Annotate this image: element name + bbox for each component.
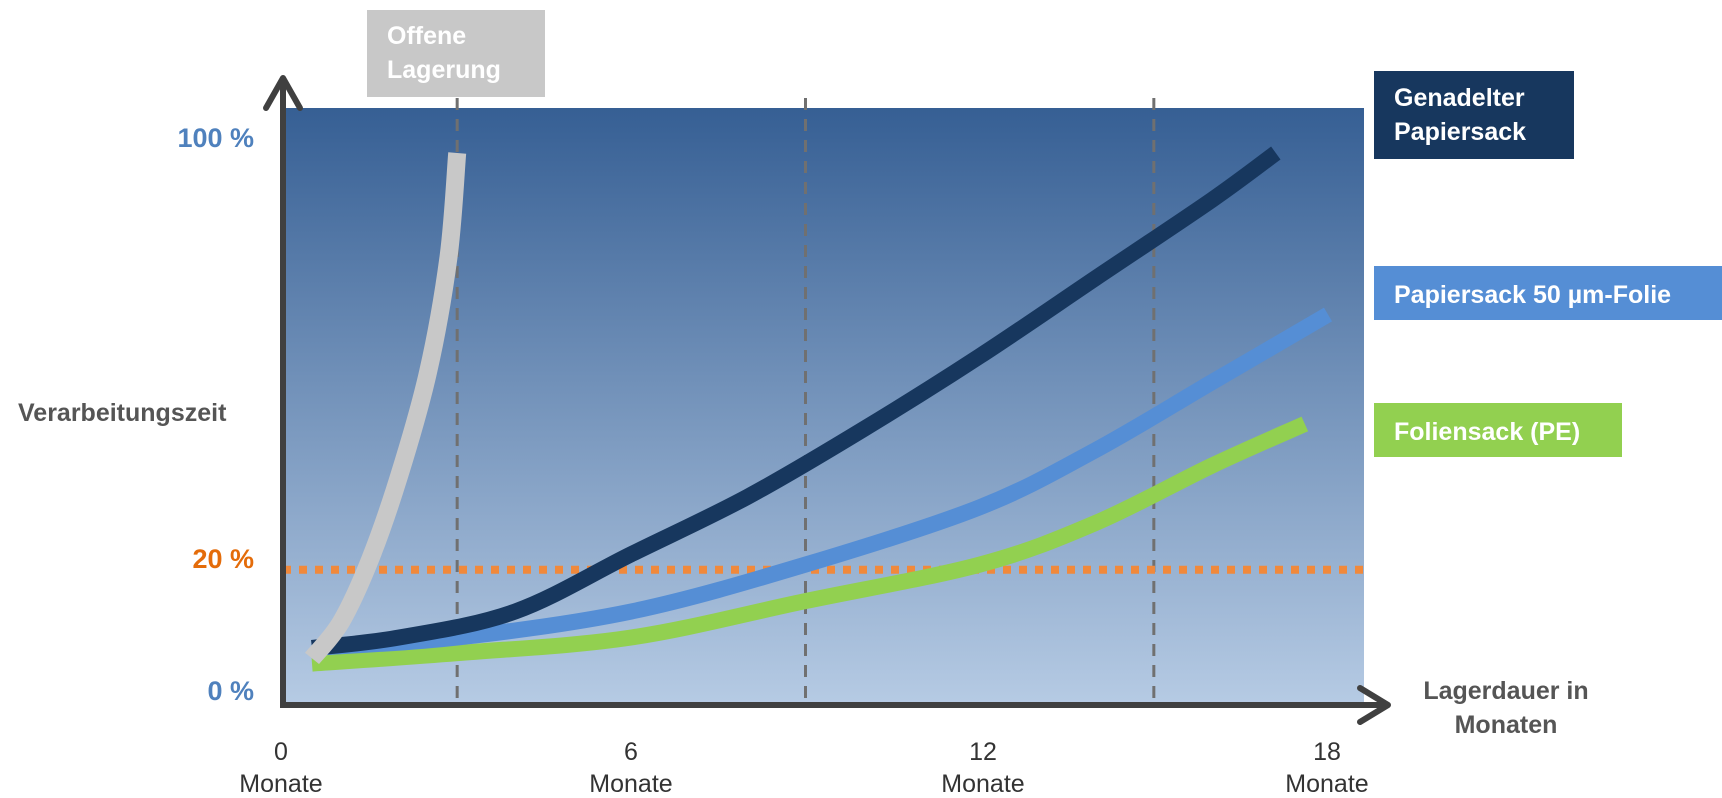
x-tick-number: 12 bbox=[969, 738, 997, 766]
x-tick-number: 0 bbox=[274, 738, 288, 766]
series-line-0 bbox=[304, 152, 467, 665]
y-axis-arrow bbox=[263, 75, 303, 111]
y-tick-label: 100 % bbox=[177, 123, 254, 153]
series-label-text: Genadelter bbox=[1394, 84, 1525, 112]
x-tick-number: 18 bbox=[1313, 738, 1341, 766]
x-axis-title-line: Monaten bbox=[1455, 711, 1558, 739]
x-tick-labels: 0 Monate 6 Monate 12 Monate 18 Monate bbox=[239, 738, 1368, 798]
y-tick-label: 20 % bbox=[192, 544, 254, 574]
series-lines bbox=[304, 146, 1333, 672]
x-axis-arrow bbox=[1357, 685, 1391, 725]
series-labels: Offene Lagerung Genadelter Papiersack Papier… bbox=[367, 10, 1722, 457]
x-tick-unit: Monate bbox=[589, 770, 672, 798]
series-line-1 bbox=[311, 146, 1281, 656]
x-axis-title-line: Lagerdauer in bbox=[1423, 677, 1588, 705]
series-label-text: Lagerung bbox=[387, 56, 501, 84]
series-line-2 bbox=[311, 307, 1333, 656]
y-tick-labels: 100 % 20 % 0 % bbox=[177, 123, 254, 706]
series-label-box-1 bbox=[1374, 71, 1574, 159]
x-tick-number: 6 bbox=[624, 738, 638, 766]
series-label-box-2 bbox=[1374, 266, 1722, 320]
x-tick-unit: Monate bbox=[941, 770, 1024, 798]
series-label-text: Papiersack bbox=[1394, 118, 1526, 146]
series-line-3 bbox=[311, 416, 1309, 672]
y-axis-title: Verarbeitungszeit bbox=[18, 399, 227, 427]
axis-titles: Verarbeitungszeit Lagerdauer in Monaten bbox=[18, 399, 1589, 739]
series-label-box-3 bbox=[1374, 403, 1622, 457]
series-label-text: Offene bbox=[387, 22, 466, 50]
series-label-box-0 bbox=[367, 10, 545, 97]
x-tick-unit: Monate bbox=[239, 770, 322, 798]
x-tick-unit: Monate bbox=[1285, 770, 1368, 798]
series-label-text: Papiersack 50 µm-Folie bbox=[1394, 281, 1671, 309]
axes bbox=[263, 75, 1391, 725]
series-label-text: Foliensack (PE) bbox=[1394, 418, 1580, 446]
y-tick-label: 0 % bbox=[207, 676, 254, 706]
